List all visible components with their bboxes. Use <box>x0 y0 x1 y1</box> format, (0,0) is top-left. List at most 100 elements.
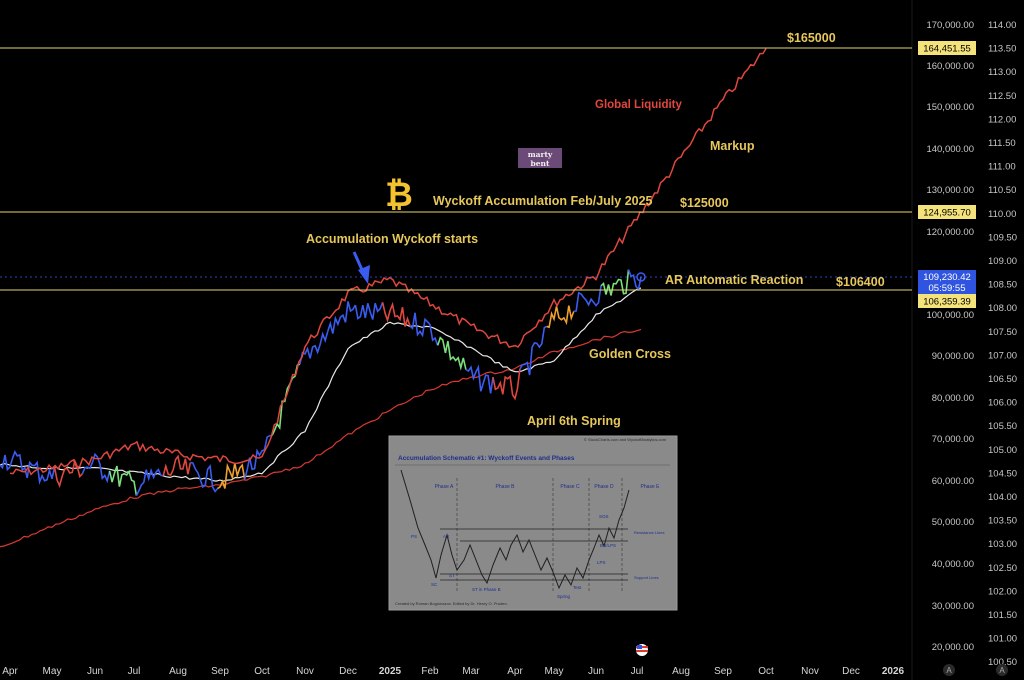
liquidity-tick-label: 108.50 <box>988 280 1017 291</box>
liquidity-tick-label: 111.00 <box>988 162 1016 173</box>
liquidity-axis: 114.00 113.50 113.00 112.50 112.00 111.50 111.… <box>988 20 1017 668</box>
btc-price-segment <box>492 368 521 401</box>
price-tick-label: 140,000.00 <box>926 144 974 155</box>
liquidity-tick-label: 105.00 <box>988 445 1017 456</box>
annotation-markup: Markup <box>710 139 755 153</box>
time-tick-label: May <box>43 666 62 677</box>
annotation-april-spring: April 6th Spring <box>527 414 621 428</box>
liquidity-tick-label: 114.00 <box>988 20 1016 31</box>
annotation-golden-cross: Golden Cross <box>589 347 671 361</box>
svg-text:106,359.39: 106,359.39 <box>923 297 971 308</box>
btc-price-segment <box>546 305 575 329</box>
time-tick-label: Oct <box>254 666 270 677</box>
svg-text:₿: ₿ <box>385 175 413 215</box>
liquidity-tick-label: 102.50 <box>988 563 1017 574</box>
time-tick-label: Aug <box>672 666 690 677</box>
svg-text:Phase E: Phase E <box>641 484 661 490</box>
btc-price-segment <box>0 450 28 479</box>
btc-price-segment <box>465 364 494 394</box>
liquidity-tick-label: 107.50 <box>988 327 1017 338</box>
price-tag-164451: 164,451.55 <box>918 41 976 55</box>
annotation-global-liquidity: Global Liquidity <box>595 99 682 111</box>
svg-text:bent: bent <box>531 159 550 168</box>
btc-price-segment <box>600 269 630 296</box>
svg-text:Support Lines: Support Lines <box>634 575 659 580</box>
btc-price-segment <box>381 301 411 327</box>
time-tick-label: Aug <box>169 666 187 677</box>
liquidity-tick-label: 103.00 <box>988 539 1017 550</box>
time-tick-label: Sep <box>211 666 229 677</box>
btc-price-segment <box>108 465 138 496</box>
price-tick-label: 130,000.00 <box>926 185 974 196</box>
auto-scale-button[interactable]: A <box>943 664 955 676</box>
liquidity-tick-label: 100.50 <box>988 657 1017 668</box>
price-tick-label: 30,000.00 <box>932 601 974 612</box>
annotation-165000: $165000 <box>787 31 836 45</box>
svg-text:109,230.42: 109,230.42 <box>923 272 971 283</box>
svg-text:A: A <box>999 666 1005 675</box>
svg-text:Test: Test <box>573 585 582 590</box>
btc-price-segment <box>190 461 219 493</box>
svg-text:Phase D: Phase D <box>594 484 614 490</box>
annotation-ar-automatic-reaction: AR Automatic Reaction <box>665 273 803 287</box>
price-tick-label: 150,000.00 <box>926 102 974 113</box>
price-tick-label: 170,000.00 <box>926 20 974 31</box>
liquidity-tick-label: 101.00 <box>988 634 1017 645</box>
price-tick-label: 80,000.00 <box>932 393 974 404</box>
btc-price-segment <box>436 336 467 371</box>
svg-text:BU/LPS: BU/LPS <box>600 543 616 548</box>
price-tick-label: 50,000.00 <box>932 517 974 528</box>
liquidity-tick-label: 104.50 <box>988 468 1017 479</box>
svg-text:Phase A: Phase A <box>435 484 454 490</box>
liquidity-tick-label: 101.50 <box>988 610 1017 621</box>
time-tick-label: May <box>545 666 564 677</box>
btc-price-segment <box>519 325 548 376</box>
svg-text:© StockCharts.com and WyckoffA: © StockCharts.com and WyckoffAnalytics.c… <box>584 437 667 442</box>
liquidity-tick-label: 102.00 <box>988 586 1017 597</box>
svg-text:164,451.55: 164,451.55 <box>923 44 971 55</box>
btc-price-segment <box>327 301 357 334</box>
price-tick-label: 120,000.00 <box>926 227 974 238</box>
annotation-accumulation-starts: Accumulation Wyckoff starts <box>306 232 478 246</box>
time-tick-label: Apr <box>507 666 523 677</box>
btc-price-segment <box>162 454 192 476</box>
btc-price-segment <box>299 331 329 365</box>
svg-text:Spring: Spring <box>557 594 571 599</box>
time-tick-label: 2026 <box>882 666 905 677</box>
price-tick-label: 60,000.00 <box>932 476 974 487</box>
price-tick-label: 90,000.00 <box>932 351 974 362</box>
time-tick-label: Oct <box>758 666 774 677</box>
btc-price-segment <box>217 462 246 490</box>
arrow-down-icon <box>352 251 370 284</box>
btc-price-segment <box>135 467 164 496</box>
btc-price-segment <box>26 460 56 486</box>
time-tick-label: Sep <box>714 666 732 677</box>
us-flag-icon[interactable] <box>636 644 648 656</box>
btc-price-segment <box>627 269 642 292</box>
inset-title: Accumulation Schematic #1: Wyckoff Event… <box>398 455 575 462</box>
liquidity-tick-label: 104.00 <box>988 492 1017 503</box>
auto-scale-button-2[interactable]: A <box>996 664 1008 676</box>
time-tick-label: Jul <box>128 666 141 677</box>
liquidity-tick-label: 112.00 <box>988 114 1016 125</box>
btc-price-segment <box>573 285 602 313</box>
last-price-marker[interactable] <box>636 272 646 282</box>
svg-text:05:59:55: 05:59:55 <box>929 283 966 294</box>
price-tag-124955: 124,955.70 <box>918 205 976 219</box>
btc-price-line <box>0 269 642 496</box>
price-tick-label: 40,000.00 <box>932 559 974 570</box>
btc-price-segment <box>354 302 384 320</box>
svg-text:124,955.70: 124,955.70 <box>923 208 971 219</box>
time-tick-label: Apr <box>2 666 18 677</box>
svg-text:A: A <box>946 666 952 675</box>
svg-text:Phase C: Phase C <box>560 484 580 490</box>
price-tick-label: 70,000.00 <box>932 434 974 445</box>
time-tick-label: Mar <box>462 666 480 677</box>
liquidity-tick-label: 113.50 <box>988 44 1016 55</box>
last-price-tag: 109,230.42 05:59:55 <box>918 270 976 294</box>
svg-text:SOS: SOS <box>599 514 609 519</box>
svg-text:ST: ST <box>449 573 455 578</box>
time-tick-label: 2025 <box>379 666 402 677</box>
price-axis: 170,000.00 160,000.00 150,000.00 140,000.00… <box>926 20 974 653</box>
